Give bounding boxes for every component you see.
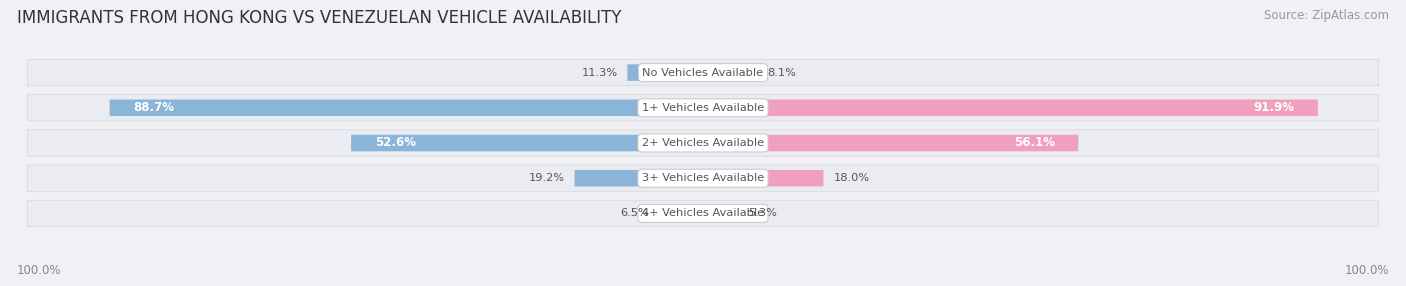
Text: 56.1%: 56.1% bbox=[1014, 136, 1054, 150]
Text: No Vehicles Available: No Vehicles Available bbox=[643, 67, 763, 78]
FancyBboxPatch shape bbox=[27, 130, 1379, 156]
FancyBboxPatch shape bbox=[659, 205, 703, 222]
FancyBboxPatch shape bbox=[703, 135, 1078, 151]
FancyBboxPatch shape bbox=[703, 205, 738, 222]
Text: 4+ Vehicles Available: 4+ Vehicles Available bbox=[643, 208, 763, 219]
Text: 11.3%: 11.3% bbox=[581, 67, 617, 78]
FancyBboxPatch shape bbox=[352, 135, 703, 151]
Text: 8.1%: 8.1% bbox=[768, 67, 796, 78]
Text: 100.0%: 100.0% bbox=[17, 265, 62, 277]
Text: 6.5%: 6.5% bbox=[620, 208, 650, 219]
Text: 91.9%: 91.9% bbox=[1253, 101, 1295, 114]
Text: 100.0%: 100.0% bbox=[1344, 265, 1389, 277]
FancyBboxPatch shape bbox=[627, 64, 703, 81]
Text: 88.7%: 88.7% bbox=[134, 101, 174, 114]
FancyBboxPatch shape bbox=[27, 165, 1379, 191]
Text: IMMIGRANTS FROM HONG KONG VS VENEZUELAN VEHICLE AVAILABILITY: IMMIGRANTS FROM HONG KONG VS VENEZUELAN … bbox=[17, 9, 621, 27]
FancyBboxPatch shape bbox=[575, 170, 703, 186]
FancyBboxPatch shape bbox=[110, 100, 703, 116]
Text: 3+ Vehicles Available: 3+ Vehicles Available bbox=[643, 173, 763, 183]
Text: 19.2%: 19.2% bbox=[529, 173, 565, 183]
Text: 18.0%: 18.0% bbox=[834, 173, 869, 183]
Text: 5.3%: 5.3% bbox=[748, 208, 778, 219]
FancyBboxPatch shape bbox=[27, 59, 1379, 86]
Text: 1+ Vehicles Available: 1+ Vehicles Available bbox=[643, 103, 763, 113]
FancyBboxPatch shape bbox=[703, 170, 824, 186]
FancyBboxPatch shape bbox=[27, 95, 1379, 121]
FancyBboxPatch shape bbox=[27, 200, 1379, 227]
Text: Source: ZipAtlas.com: Source: ZipAtlas.com bbox=[1264, 9, 1389, 21]
FancyBboxPatch shape bbox=[703, 64, 758, 81]
Text: 2+ Vehicles Available: 2+ Vehicles Available bbox=[643, 138, 763, 148]
Text: 52.6%: 52.6% bbox=[374, 136, 416, 150]
FancyBboxPatch shape bbox=[703, 100, 1317, 116]
